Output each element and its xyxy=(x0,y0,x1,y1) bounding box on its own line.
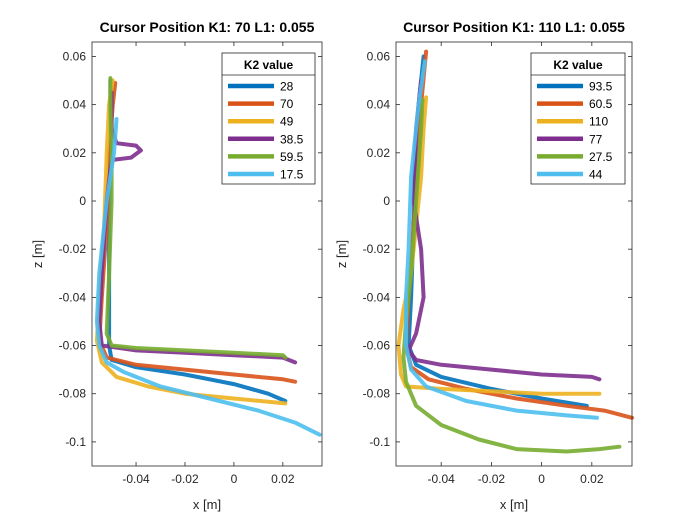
left-plot: -0.04 -0.02 0 0.02 -0.1 -0.08 -0.06 -0.04 -0.02 0… xyxy=(30,19,323,512)
legend-entry-label: 70 xyxy=(280,97,294,111)
legend-entry-label: 93.5 xyxy=(589,80,613,94)
y-tick-label: -0.02 xyxy=(59,242,87,256)
legend-box xyxy=(221,52,316,185)
y-tick-label: -0.04 xyxy=(363,290,391,304)
y-tick-label: 0.04 xyxy=(367,98,391,112)
y-tick-label: 0.06 xyxy=(63,49,87,63)
y-tick-label: 0.02 xyxy=(367,146,391,160)
x-tick-label: 0.02 xyxy=(271,472,295,486)
y-tick-label: -0.04 xyxy=(59,290,87,304)
x-tick-label: -0.02 xyxy=(478,472,506,486)
y-tick-label: -0.1 xyxy=(369,435,390,449)
y-tick-label: -0.06 xyxy=(363,339,391,353)
legend-title: K2 value xyxy=(553,58,603,72)
y-tick-label: -0.06 xyxy=(59,339,87,353)
x-axis-label: x [m] xyxy=(193,497,221,512)
x-tick-label: -0.02 xyxy=(171,472,199,486)
legend-entry-label: 110 xyxy=(589,115,608,129)
legend: K2 value 28 70 49 38.5 59.5 17.5 xyxy=(221,52,316,185)
x-tick-label: 0 xyxy=(231,472,238,486)
legend: K2 value 93.5 60.5 110 77 27.5 44 xyxy=(530,52,626,185)
x-tick-label: 0 xyxy=(538,472,545,486)
chart-title: Cursor Position K1: 70 L1: 0.055 xyxy=(100,19,315,35)
y-tick-label: -0.08 xyxy=(363,387,391,401)
series-line-44 xyxy=(404,59,599,420)
y-axis-label: z [m] xyxy=(30,240,45,268)
legend-entry-label: 44 xyxy=(589,168,603,182)
y-tick-label: -0.02 xyxy=(363,242,391,256)
axes-frame xyxy=(395,41,633,467)
legend-box xyxy=(530,52,626,185)
legend-entry-label: 17.5 xyxy=(280,168,304,182)
legend-title: K2 value xyxy=(244,58,294,72)
axes-frame xyxy=(91,41,323,467)
x-tick-label: -0.04 xyxy=(122,472,150,486)
series-line-27.5 xyxy=(401,97,622,454)
legend-entry-label: 38.5 xyxy=(280,132,304,146)
legend-entry-label: 27.5 xyxy=(589,150,613,164)
series-line-59.5 xyxy=(104,76,288,360)
y-tick-label: 0 xyxy=(79,194,86,208)
series-line-17.5 xyxy=(94,117,322,437)
x-axis-label: x [m] xyxy=(500,497,528,512)
y-tick-label: 0.06 xyxy=(367,49,391,63)
right-plot: -0.04 -0.02 0 0.02 -0.1 -0.08 -0.06 -0.04 -0.02 0… xyxy=(334,19,634,512)
chart-title: Cursor Position K1: 110 L1: 0.055 xyxy=(403,19,625,35)
y-tick-label: 0.02 xyxy=(63,146,87,160)
legend-entry-label: 28 xyxy=(280,80,294,94)
legend-entry-label: 77 xyxy=(589,132,603,146)
y-tick-label: 0 xyxy=(383,194,390,208)
y-tick-label: -0.1 xyxy=(65,435,86,449)
y-tick-label: -0.08 xyxy=(59,387,87,401)
x-tick-label: -0.04 xyxy=(428,472,456,486)
y-tick-label: 0.04 xyxy=(63,98,87,112)
x-tick-label: 0.02 xyxy=(580,472,604,486)
y-axis-label: z [m] xyxy=(334,240,349,268)
legend-entry-label: 59.5 xyxy=(280,150,304,164)
legend-entry-label: 60.5 xyxy=(589,97,613,111)
legend-entry-label: 49 xyxy=(280,115,294,129)
